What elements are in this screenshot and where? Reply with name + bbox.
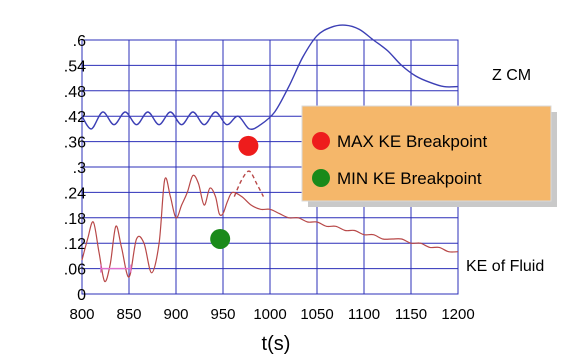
y-tick-label: .6 [73, 33, 86, 50]
y-tick-label: .42 [64, 109, 86, 126]
y-tick-label: .48 [64, 84, 86, 101]
x-tick-label: 850 [116, 306, 141, 323]
x-tick-label: 950 [210, 306, 235, 323]
y-tick-label: .18 [64, 211, 86, 228]
legend-min-marker [312, 169, 330, 187]
x-tick-label: 900 [163, 306, 188, 323]
series-label-ke: KE of Fluid [466, 258, 544, 275]
max-ke-breakpoint-marker [238, 135, 259, 156]
series-line-ke-dashed [233, 170, 265, 197]
x-tick-label: 1100 [348, 306, 380, 323]
y-tick-label: .06 [64, 262, 86, 279]
series-line-zcm [81, 24, 459, 130]
y-tick-label: .54 [64, 58, 86, 75]
min-ke-breakpoint-marker [210, 228, 231, 249]
y-tick-label: 0 [77, 287, 86, 304]
legend: MAX KE Breakpoint MIN KE Breakpoint [301, 105, 557, 207]
x-tick-label: 1200 [441, 306, 474, 323]
x-tick-label: 1000 [253, 306, 286, 323]
legend-max-marker [312, 132, 330, 150]
legend-box [301, 105, 552, 202]
x-tick-label: 1150 [395, 306, 427, 323]
x-tick-label: 800 [69, 306, 94, 323]
legend-min-label: MIN KE Breakpoint [337, 169, 482, 188]
y-tick-label: .24 [64, 185, 86, 202]
x-axis-ticks: 800 850 900 950 1000 1050 1100 1150 1200 [69, 306, 474, 323]
y-tick-label: .3 [73, 160, 86, 177]
series-label-zcm: Z CM [492, 67, 531, 84]
y-tick-label: .36 [64, 135, 86, 152]
x-tick-label: 1050 [300, 306, 333, 323]
series-layer [81, 24, 459, 283]
y-tick-label: .12 [64, 236, 86, 253]
y-axis-ticks: 0 .06 .12 .18 .24 .3 .36 .42 .48 .54 .6 [64, 33, 86, 304]
x-axis-title: t(s) [262, 333, 291, 355]
legend-max-label: MAX KE Breakpoint [337, 132, 488, 151]
